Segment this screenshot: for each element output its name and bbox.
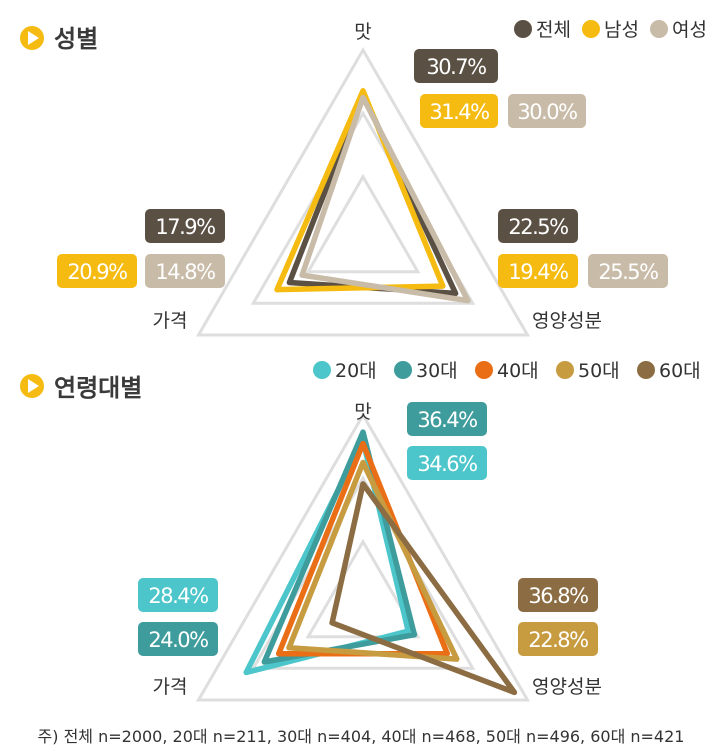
gender-badge-taste-전체-box [414,49,498,83]
age-section-title: 연령대별 [54,374,142,402]
age-badge-영양성분-50대-text: 22.8% [528,628,588,652]
age-grid-level-3 [195,411,531,702]
age-axis-label-price: 가격 [153,676,188,698]
age-badge-영양성분-60대-text: 36.8% [528,584,588,608]
gender-legend-item-여성: 여성 [650,19,707,41]
gender-radar [195,46,531,337]
gender-badge-price-전체-box [145,209,225,243]
gender-badge-nutrition-전체-text: 22.5% [508,215,568,239]
gender-legend-swatch-남성 [582,20,600,38]
age-legend-item-30대: 30대 [394,360,458,382]
age-axis-label-nutrition: 영양성분 [532,676,602,698]
age-legend-swatch-40대 [475,361,493,379]
gender-badge-taste-남성: 31.4% [420,94,498,128]
age-legend-swatch-60대 [637,361,655,379]
gender-badge-taste-남성-box [420,94,498,128]
gender-badge-price-남성-box [57,254,137,288]
gender-badge-nutrition-남성-text: 19.4% [508,260,568,284]
age-legend-swatch-30대 [394,361,412,379]
gender-legend-label-남성: 남성 [604,19,639,41]
age-badge-영양성분-60대-box [518,578,598,612]
gender-badge-price-남성: 20.9% [57,254,137,288]
age-badge-영양성분-50대: 22.8% [518,622,598,656]
gender-badge-nutrition-전체-box [498,209,578,243]
gender-legend-swatch-전체 [514,20,532,38]
age-badge-맛-20대-box [407,446,487,480]
gender-section-arrow-icon [28,31,39,45]
gender-badge-nutrition-남성-box [498,254,578,288]
age-legend-swatch-50대 [556,361,574,379]
gender-badge-taste-여성-box [508,94,586,128]
age-badge-가격-30대: 24.0% [138,622,218,656]
gender-axis-label-nutrition: 영양성분 [532,310,602,332]
gender-series-남성 [274,88,446,293]
gender-badge-taste-전체: 30.7% [414,49,498,83]
gender-badge-taste-전체-text: 30.7% [426,55,486,79]
gender-section-header: 성별 [20,25,98,53]
age-badge-맛-30대-box [407,402,487,436]
age-legend-swatch-20대 [313,361,331,379]
age-legend: 20대 30대 40대 50대 60대 [313,360,701,382]
age-section-arrow-icon [28,379,39,393]
gender-badge-nutrition-여성-box [588,254,668,288]
age-axis-label-taste: 맛 [354,401,371,423]
age-badge-맛-30대-text: 36.4% [417,408,477,432]
age-badge-맛-30대: 36.4% [407,402,487,436]
gender-badge-nutrition-남성: 19.4% [498,254,578,288]
gender-badge-price-전체: 17.9% [145,209,225,243]
gender-badge-taste-여성: 30.0% [508,94,586,128]
gender-badge-nutrition-여성: 25.5% [588,254,668,288]
age-series-30대 [261,429,418,665]
gender-grid-level-1 [305,173,421,274]
age-section-header: 연령대별 [20,374,142,402]
gender-section-title: 성별 [54,25,98,53]
age-legend-label-30대: 30대 [416,360,458,382]
age-legend-label-20대: 20대 [335,360,377,382]
gender-badge-price-전체-text: 17.9% [155,215,215,239]
age-badge-가격-20대-text: 28.4% [148,584,208,608]
age-badge-영양성분-50대-box [518,622,598,656]
age-legend-item-40대: 40대 [475,360,539,382]
age-legend-label-40대: 40대 [497,360,539,382]
age-badge-맛-20대: 34.6% [407,446,487,480]
age-series-60대 [329,481,518,696]
gender-series-여성 [299,94,471,304]
gender-axis-label-taste: 맛 [354,21,371,43]
age-badge-가격-20대-box [138,578,218,612]
gender-legend-item-전체: 전체 [514,19,571,41]
age-series-50대 [286,459,460,662]
gender-badge-price-여성-text: 14.8% [155,260,215,284]
age-badge-영양성분-60대: 36.8% [518,578,598,612]
age-badge-맛-20대-text: 34.6% [417,452,477,476]
age-legend-label-50대: 50대 [578,360,620,382]
gender-badge-price-여성: 14.8% [145,254,225,288]
gender-legend: 전체 남성 여성 [514,19,707,41]
gender-legend-label-전체: 전체 [536,19,571,41]
age-badge-가격-20대: 28.4% [138,578,218,612]
gender-badge-nutrition-여성-text: 25.5% [598,260,658,284]
gender-legend-swatch-여성 [650,20,668,38]
age-legend-item-20대: 20대 [313,360,377,382]
age-legend-label-60대: 60대 [659,360,701,382]
age-legend-item-50대: 50대 [556,360,620,382]
gender-badge-nutrition-전체: 22.5% [498,209,578,243]
gender-badge-price-여성-box [145,254,225,288]
age-badge-가격-30대-text: 24.0% [148,628,208,652]
age-legend-item-60대: 60대 [637,360,701,382]
age-badge-가격-30대-box [138,622,218,656]
footnote: 주) 전체 n=2000, 20대 n=211, 30대 n=404, 40대 … [38,727,685,746]
gender-badge-taste-남성-text: 31.4% [429,100,489,124]
gender-axis-label-price: 가격 [153,310,188,332]
gender-badge-taste-여성-text: 30.0% [517,100,577,124]
gender-legend-item-남성: 남성 [582,19,639,41]
gender-badge-price-남성-text: 20.9% [67,260,127,284]
gender-grid-level-3 [195,46,531,337]
gender-legend-label-여성: 여성 [672,19,707,41]
age-radar [195,411,531,702]
